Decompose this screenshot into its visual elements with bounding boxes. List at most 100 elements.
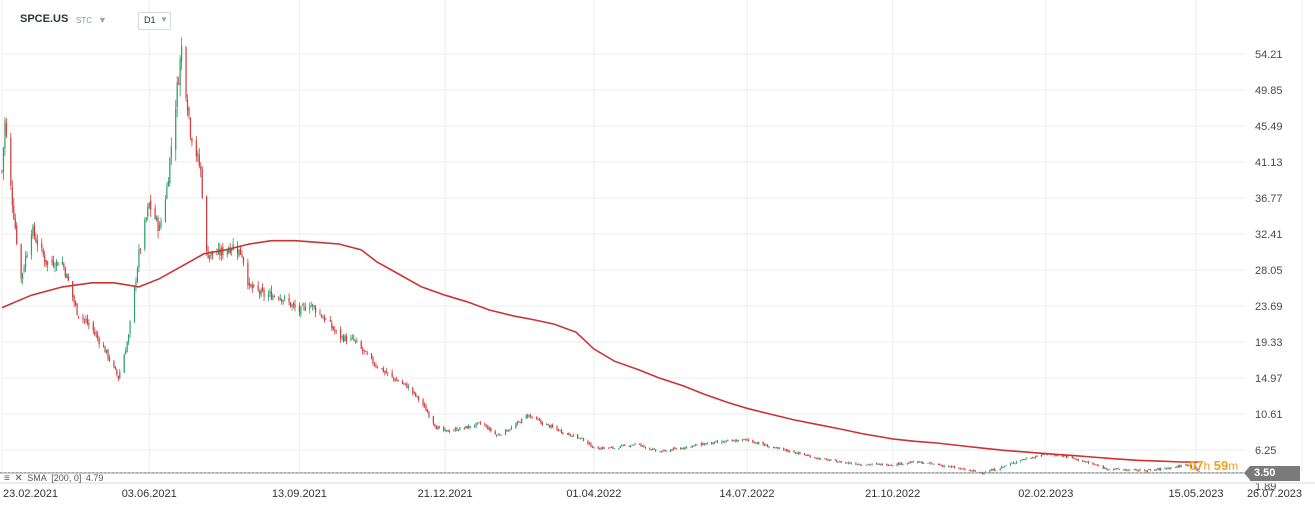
symbol-name[interactable]: SPCE.US (20, 13, 69, 25)
menu-icon[interactable]: ≡ (4, 473, 10, 484)
candle-body (509, 429, 511, 431)
candle-body (105, 349, 108, 353)
candle-body (643, 445, 645, 447)
candle-body (777, 447, 779, 449)
candle-body (805, 455, 807, 456)
candle-body (16, 225, 18, 244)
candle-body (54, 267, 56, 269)
candle-body (394, 378, 396, 381)
candle-body (734, 440, 736, 442)
candle-body (1015, 461, 1017, 464)
candle-body (541, 422, 543, 425)
candle-body (426, 410, 429, 413)
candle-body (845, 462, 847, 464)
candle-body (75, 301, 77, 305)
y-tick-label: 49.85 (1255, 85, 1283, 97)
candle-body (5, 123, 8, 136)
candle-body (912, 461, 914, 463)
candle-body (229, 247, 231, 253)
candle-body (155, 217, 158, 220)
candle-body (351, 337, 353, 339)
indicator-legend[interactable]: ≡ ✕ SMA [200, 0] 4.79 (4, 473, 105, 484)
candle-body (1129, 469, 1131, 471)
candle-body (1, 170, 3, 172)
candle-body (260, 289, 262, 296)
candle-body (995, 470, 997, 472)
candle-body (849, 462, 851, 464)
candle-body (393, 377, 395, 379)
candle-body (593, 446, 595, 448)
candle-body (1154, 469, 1156, 471)
candle-body (175, 108, 177, 151)
candle-body (630, 445, 632, 447)
candle-body (579, 437, 582, 439)
candle-body (499, 434, 501, 436)
candle-body (1082, 460, 1084, 462)
candle-body (906, 463, 909, 465)
candle-body (1112, 469, 1115, 471)
candle-body (248, 282, 250, 286)
candle-body (609, 447, 611, 449)
candle-body (128, 334, 130, 343)
candle-body (1086, 461, 1088, 463)
candle-body (587, 441, 589, 445)
candle-body (711, 441, 713, 444)
candle-body (1095, 464, 1097, 466)
candle-body (1170, 467, 1172, 469)
candle-body (983, 472, 985, 474)
candle-body (247, 262, 249, 286)
candle-body (41, 243, 43, 248)
candle-body (13, 205, 15, 219)
candle-body (73, 296, 75, 303)
candle-body (706, 443, 708, 445)
candle-body (1073, 457, 1075, 459)
x-tick-label: 23.02.2021 (3, 488, 58, 500)
candle-body (365, 351, 367, 353)
candle-body (76, 303, 78, 316)
y-tick-label: 41.13 (1255, 157, 1283, 169)
candle-body (82, 316, 84, 319)
candle-body (200, 166, 202, 170)
candle-body (382, 367, 384, 373)
y-tick-label: 1.89 (1255, 481, 1276, 493)
candle-body (1115, 468, 1118, 470)
candle-body (1083, 461, 1085, 463)
candle-body (602, 447, 604, 449)
candle-body (834, 459, 836, 461)
candle-body (263, 290, 265, 297)
candle-body (847, 462, 850, 464)
candle-body (261, 287, 264, 292)
candle-body (703, 443, 705, 446)
candle-body (1065, 455, 1068, 458)
candle-body (1034, 456, 1037, 458)
candle-body (24, 256, 27, 268)
candle-body (908, 462, 910, 464)
candle-body (830, 459, 832, 461)
candle-body (251, 284, 253, 289)
timeframe-select[interactable]: D1 ▼ (138, 12, 171, 30)
candle-body (384, 371, 386, 373)
candle-body (1180, 465, 1182, 467)
symbol-dropdown-icon[interactable]: ▼ (98, 15, 107, 25)
candle-body (825, 458, 828, 460)
candle-body (167, 181, 169, 187)
candle-body (940, 465, 942, 467)
candle-body (438, 426, 440, 428)
candle-body (123, 354, 125, 373)
candle-body (189, 118, 192, 138)
candle-body (329, 319, 331, 322)
candle-body (181, 45, 183, 62)
candle-body (560, 430, 563, 433)
candle-body (488, 428, 490, 430)
close-icon[interactable]: ✕ (14, 473, 23, 484)
candle-body (30, 234, 33, 255)
x-tick-label: 01.04.2022 (566, 488, 621, 500)
candle-body (981, 473, 984, 475)
candle-body (44, 255, 46, 262)
candle-body (943, 465, 945, 467)
candle-body (786, 449, 788, 451)
candle-body (144, 219, 146, 249)
candle-body (373, 364, 376, 366)
candle-body (591, 446, 593, 448)
